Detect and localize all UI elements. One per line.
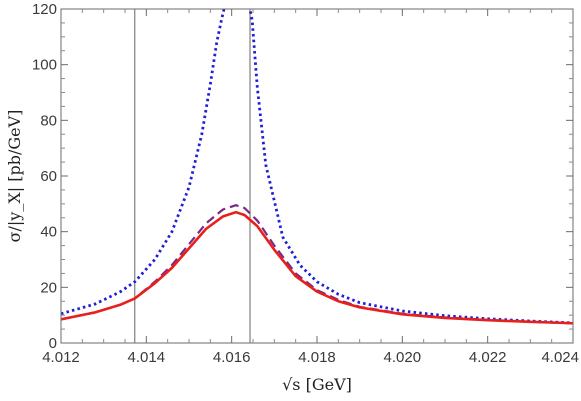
series-line-solid bbox=[61, 210, 573, 325]
y-axis-title: σ/|y_X| [pb/GeV] bbox=[5, 110, 24, 243]
x-axis-title: √s [GeV] bbox=[282, 375, 352, 394]
y-tick-label: 100 bbox=[32, 57, 57, 74]
series-line-dotted bbox=[61, 9, 573, 325]
y-tick-labels: 0 20 40 60 80 100 120 bbox=[32, 1, 57, 352]
series-group bbox=[61, 9, 573, 325]
x-tick-label: 4.024 bbox=[541, 349, 579, 366]
x-tick-label: 4.016 bbox=[213, 349, 251, 366]
x-tick-label: 4.018 bbox=[298, 349, 336, 366]
y-tick-label: 40 bbox=[40, 224, 57, 241]
x-tick-labels: 4.012 4.014 4.016 4.018 4.020 4.022 4.024 bbox=[42, 349, 579, 366]
x-tick-label: 4.014 bbox=[128, 349, 166, 366]
x-tick-label: 4.020 bbox=[384, 349, 422, 366]
y-tick-label: 0 bbox=[49, 335, 57, 352]
y-tick-label: 80 bbox=[40, 112, 57, 129]
series-line-dashed bbox=[61, 204, 573, 325]
x-tick-label: 4.012 bbox=[42, 349, 80, 366]
y-tick-label: 20 bbox=[40, 279, 57, 296]
threshold-lines bbox=[134, 9, 251, 343]
y-tick-label: 120 bbox=[32, 1, 57, 18]
axis-ticks bbox=[60, 8, 574, 344]
y-tick-label: 60 bbox=[40, 168, 57, 185]
x-tick-label: 4.022 bbox=[469, 349, 507, 366]
